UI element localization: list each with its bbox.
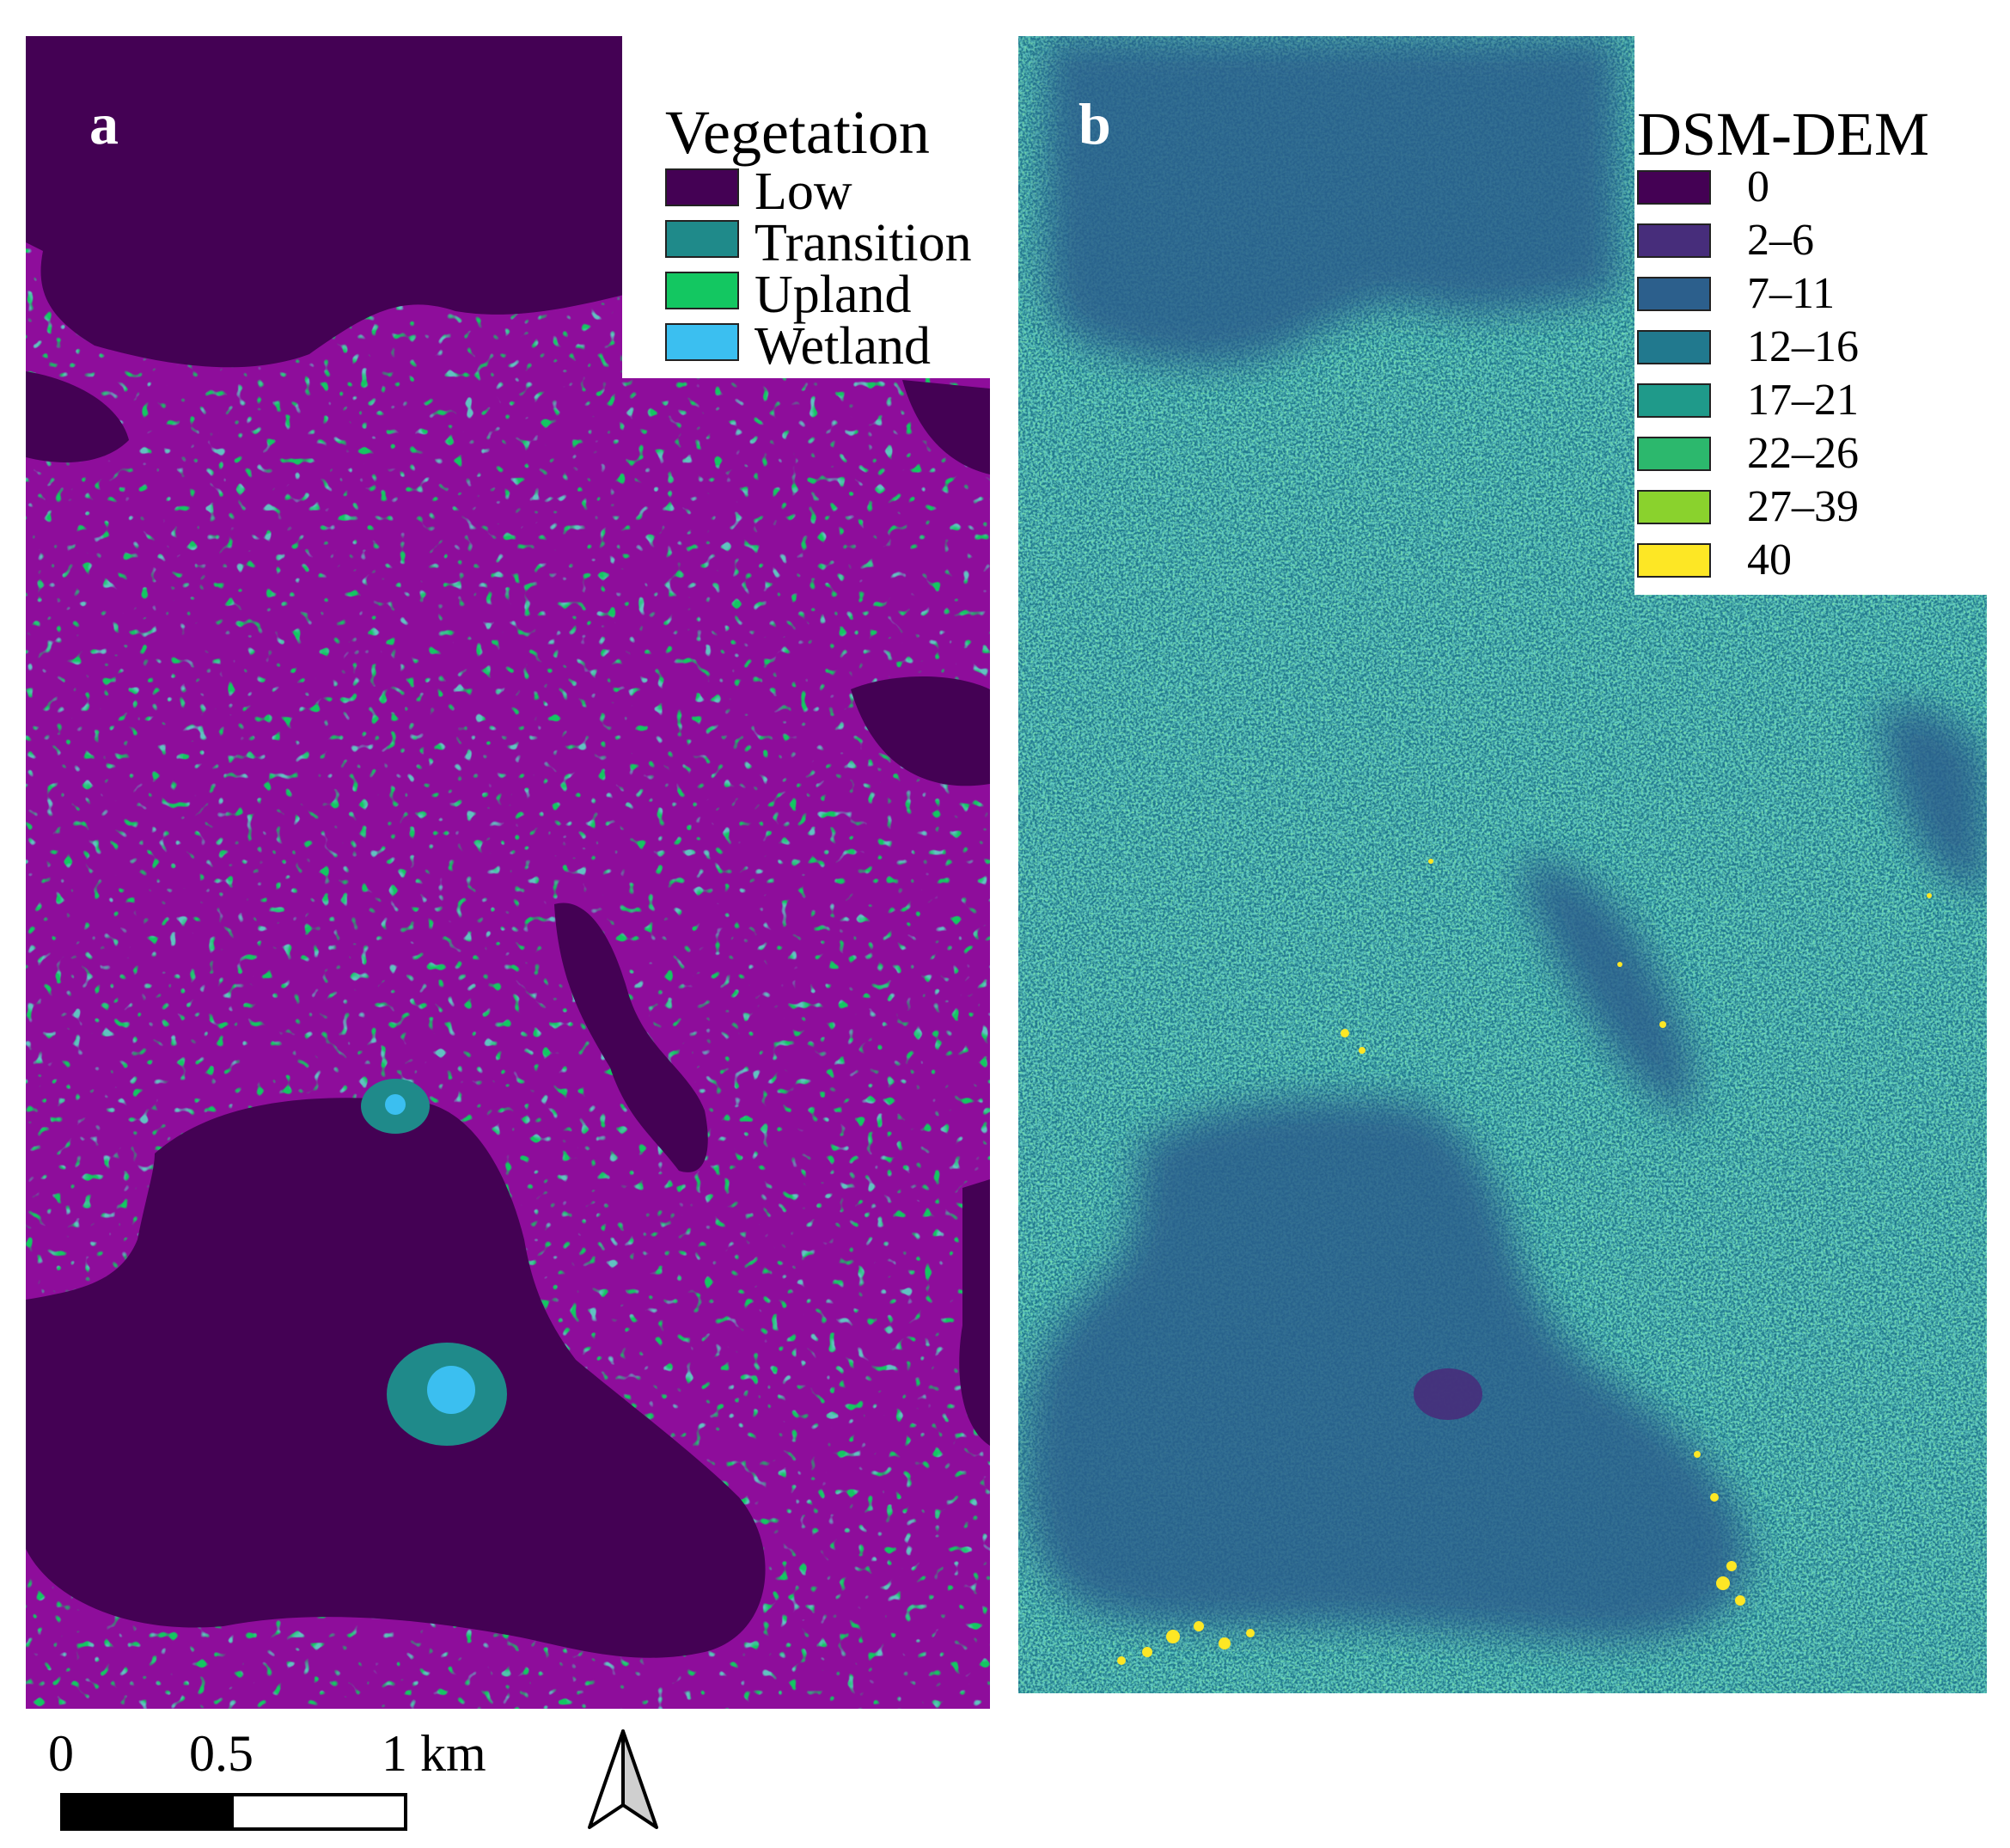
legend-swatch	[665, 220, 739, 258]
legend-item-7-11: 7–11	[1637, 272, 1964, 316]
dsm-dem-map-panel: b DSM-DEM 0 2–6 7–11 12–16 17–21 22–26	[1018, 36, 1987, 1693]
legend-item-low: Low	[665, 165, 974, 218]
panel-label-b: b	[1078, 91, 1111, 156]
legend-swatch	[665, 168, 739, 206]
legend-label: 2–6	[1747, 216, 1814, 265]
legend-label: 27–39	[1747, 482, 1859, 531]
legend-item-40: 40	[1637, 538, 1964, 583]
legend-title: DSM-DEM	[1637, 100, 1930, 168]
legend-label: 12–16	[1747, 322, 1859, 371]
legend-swatch	[1637, 437, 1711, 471]
legend-item-22-26: 22–26	[1637, 431, 1964, 476]
legend-swatch	[1637, 223, 1711, 258]
legend-swatch	[1637, 543, 1711, 578]
scale-bar-graphic	[60, 1793, 407, 1831]
legend-label: Low	[755, 162, 852, 221]
vegetation-map-panel: a Vegetation Low Transition Upland Wetla…	[26, 36, 990, 1709]
legend-swatch	[1637, 170, 1711, 205]
legend-item-transition: Transition	[665, 217, 983, 270]
legend-item-12-16: 12–16	[1637, 325, 1964, 370]
north-arrow-icon	[584, 1726, 662, 1833]
legend-label: 40	[1747, 535, 1792, 584]
legend-label: 17–21	[1747, 376, 1859, 425]
legend-label: Upland	[755, 266, 912, 324]
scale-bar: 0 0.5 1 km	[34, 1728, 550, 1839]
legend-item-wetland: Wetland	[665, 320, 974, 373]
panel-label-a: a	[89, 91, 119, 156]
legend-label: 7–11	[1747, 269, 1836, 318]
legend-swatch	[665, 323, 739, 361]
legend-swatch	[1637, 383, 1711, 418]
scale-tick-0-5: 0.5	[189, 1725, 254, 1782]
legend-label: Transition	[755, 214, 972, 272]
legend-label: 0	[1747, 162, 1769, 211]
scale-tick-1-km: 1 km	[382, 1725, 486, 1782]
legend-title: Vegetation	[665, 98, 930, 167]
legend-swatch	[1637, 277, 1711, 311]
legend-item-upland: Upland	[665, 268, 974, 321]
legend-label: Wetland	[755, 317, 932, 376]
legend-swatch	[1637, 490, 1711, 524]
legend-item-27-39: 27–39	[1637, 485, 1964, 529]
dsm-dem-legend: DSM-DEM 0 2–6 7–11 12–16 17–21 22–26 27–…	[1634, 36, 1987, 595]
vegetation-legend: Vegetation Low Transition Upland Wetland	[622, 36, 990, 378]
legend-item-17-21: 17–21	[1637, 378, 1964, 423]
legend-item-2-6: 2–6	[1637, 218, 1964, 263]
legend-label: 22–26	[1747, 429, 1859, 478]
legend-swatch	[1637, 330, 1711, 364]
legend-swatch	[665, 272, 739, 309]
legend-item-0: 0	[1637, 165, 1964, 210]
scale-tick-0: 0	[48, 1725, 74, 1782]
